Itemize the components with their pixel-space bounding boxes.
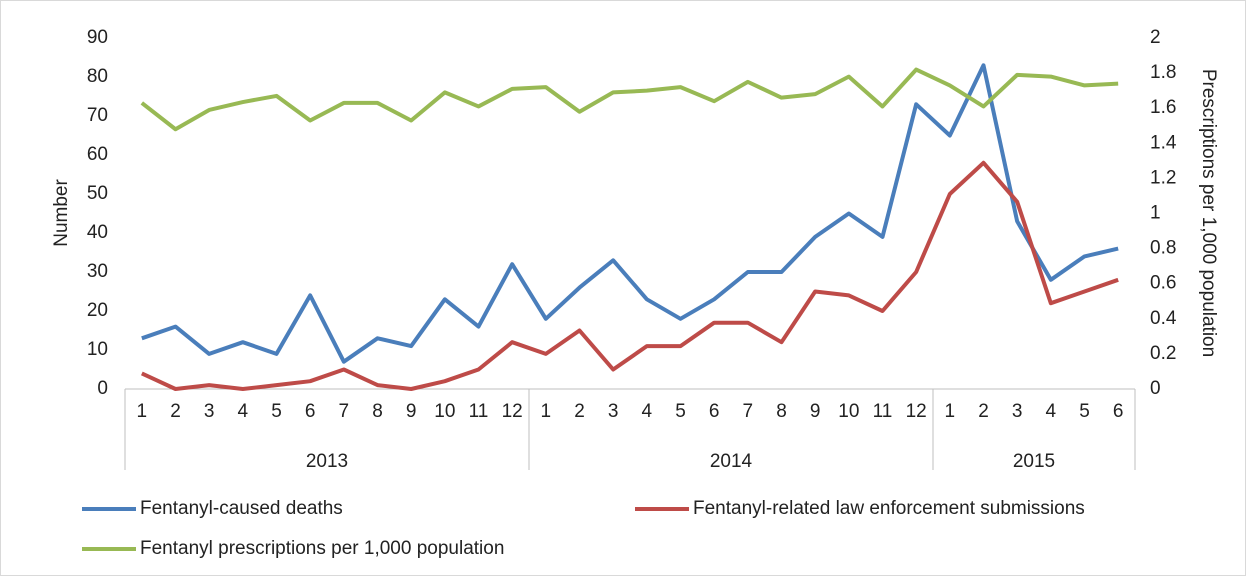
x-tick-label: 6 xyxy=(305,401,316,422)
series-line xyxy=(141,63,1119,364)
y-tick-label: 90 xyxy=(87,27,108,48)
y-tick-label: 80 xyxy=(87,66,108,87)
y-tick-label: 0 xyxy=(97,378,108,399)
x-tick-label: 1 xyxy=(137,401,148,422)
y2-tick-label: 1.6 xyxy=(1150,97,1176,118)
x-tick-label: 6 xyxy=(709,401,720,422)
y-tick-label: 50 xyxy=(87,183,108,204)
x-tick-label: 4 xyxy=(238,401,249,422)
x-tick-label: 1 xyxy=(945,401,956,422)
x-tick-label: 10 xyxy=(838,401,859,422)
y-tick-label: 70 xyxy=(87,105,108,126)
x-tick-label: 4 xyxy=(642,401,653,422)
y2-tick-label: 0.2 xyxy=(1150,343,1176,364)
x-tick-label: 11 xyxy=(469,401,489,422)
series-line xyxy=(140,160,1119,391)
x-tick-label: 1 xyxy=(541,401,552,422)
group-label: 2015 xyxy=(1013,451,1055,472)
x-tick-label: 3 xyxy=(608,401,619,422)
x-tick-label: 8 xyxy=(372,401,383,422)
y2-tick-label: 0.8 xyxy=(1150,238,1176,259)
y-tick-label: 10 xyxy=(87,339,108,360)
y-axis-label: Number xyxy=(51,179,72,247)
legend-label: Fentanyl-related law enforcement submiss… xyxy=(693,498,1085,519)
x-tick-label: 2 xyxy=(574,401,585,422)
y2-axis-label: Prescriptions per 1,000 population xyxy=(1198,69,1219,357)
x-tick-label: 3 xyxy=(204,401,215,422)
group-label: 2013 xyxy=(306,451,348,472)
y-tick-label: 40 xyxy=(87,222,108,243)
y2-tick-label: 1.2 xyxy=(1150,167,1176,188)
x-tick-label: 2 xyxy=(978,401,989,422)
y2-tick-label: 0 xyxy=(1150,378,1161,399)
x-tick-label: 12 xyxy=(906,401,927,422)
x-tick-label: 5 xyxy=(271,401,282,422)
x-tick-label: 6 xyxy=(1113,401,1124,422)
y-tick-label: 20 xyxy=(87,300,108,321)
y2-tick-label: 1.8 xyxy=(1150,62,1176,83)
y-tick-label: 30 xyxy=(87,261,108,282)
x-tick-label: 5 xyxy=(1079,401,1090,422)
x-tick-label: 11 xyxy=(873,401,893,422)
legend-label: Fentanyl prescriptions per 1,000 populat… xyxy=(140,538,504,559)
y2-tick-label: 1 xyxy=(1150,203,1161,224)
x-tick-label: 10 xyxy=(434,401,455,422)
x-tick-label: 3 xyxy=(1012,401,1023,422)
x-tick-label: 4 xyxy=(1046,401,1057,422)
x-tick-label: 9 xyxy=(810,401,821,422)
x-tick-label: 7 xyxy=(339,401,350,422)
x-tick-label: 9 xyxy=(406,401,417,422)
y-tick-label: 60 xyxy=(87,144,108,165)
y2-tick-label: 0.6 xyxy=(1150,273,1176,294)
x-tick-label: 2 xyxy=(170,401,181,422)
group-label: 2014 xyxy=(710,451,753,472)
x-tick-label: 7 xyxy=(743,401,754,422)
series-line xyxy=(140,67,1119,132)
legend-label: Fentanyl-caused deaths xyxy=(140,498,343,519)
y2-tick-label: 0.4 xyxy=(1150,308,1177,329)
y2-tick-label: 2 xyxy=(1150,27,1161,48)
x-tick-label: 5 xyxy=(675,401,686,422)
y2-tick-label: 1.4 xyxy=(1150,132,1177,153)
x-tick-label: 12 xyxy=(502,401,523,422)
x-tick-label: 8 xyxy=(776,401,787,422)
